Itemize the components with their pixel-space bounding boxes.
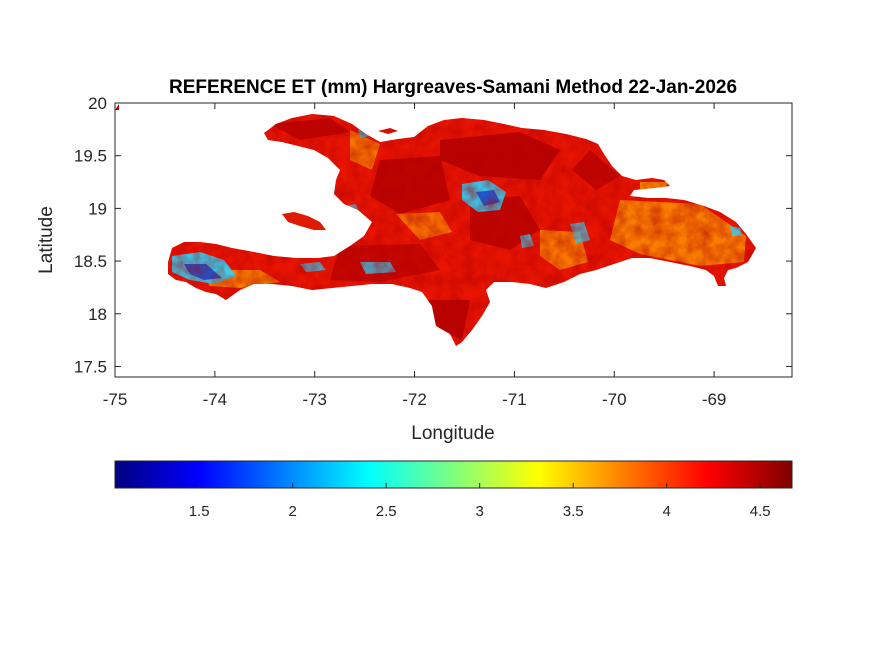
x-tick-label: -73 (302, 390, 327, 409)
x-axis-ticks: -75 -74 -73 -72 -71 -70 -69 (103, 103, 727, 409)
x-tick-label: -75 (103, 390, 128, 409)
x-tick-label: -69 (702, 390, 727, 409)
y-tick-label: 19 (88, 199, 107, 218)
gonave-island (282, 212, 326, 230)
colorbar-tick-label: 4 (663, 503, 671, 520)
chart-title: REFERENCE ET (mm) Hargreaves-Samani Meth… (169, 77, 737, 98)
tortuga-island (378, 128, 398, 134)
colorbar (114, 460, 793, 489)
y-tick-label: 19.5 (74, 147, 107, 166)
y-tick-label: 18.5 (74, 252, 107, 271)
y-tick-label: 20 (88, 94, 107, 113)
y-axis-ticks: 20 19.5 19 18.5 18 17.5 (74, 94, 792, 376)
nw-corner-speck (115, 104, 119, 110)
colorbar-tick-label: 1.5 (189, 503, 210, 520)
colorbar-tick-label: 2.5 (376, 503, 397, 520)
colorbar-tick-label: 3 (476, 503, 484, 520)
hispaniola-et-raster (115, 104, 756, 346)
x-tick-label: -72 (402, 390, 427, 409)
x-tick-label: -74 (203, 390, 228, 409)
y-tick-label: 17.5 (74, 357, 107, 376)
colorbar-tick-label: 2 (288, 503, 296, 520)
x-axis-label: Longitude (411, 423, 494, 444)
y-tick-label: 18 (88, 305, 107, 324)
colorbar-tick-label: 3.5 (563, 503, 584, 520)
colorbar-ticks: 1.5 2 2.5 3 3.5 4 4.5 (189, 483, 771, 520)
colorbar-tick-label: 4.5 (750, 503, 771, 520)
y-axis-label: Latitude (36, 206, 57, 274)
x-tick-label: -70 (602, 390, 627, 409)
x-tick-label: -71 (502, 390, 527, 409)
